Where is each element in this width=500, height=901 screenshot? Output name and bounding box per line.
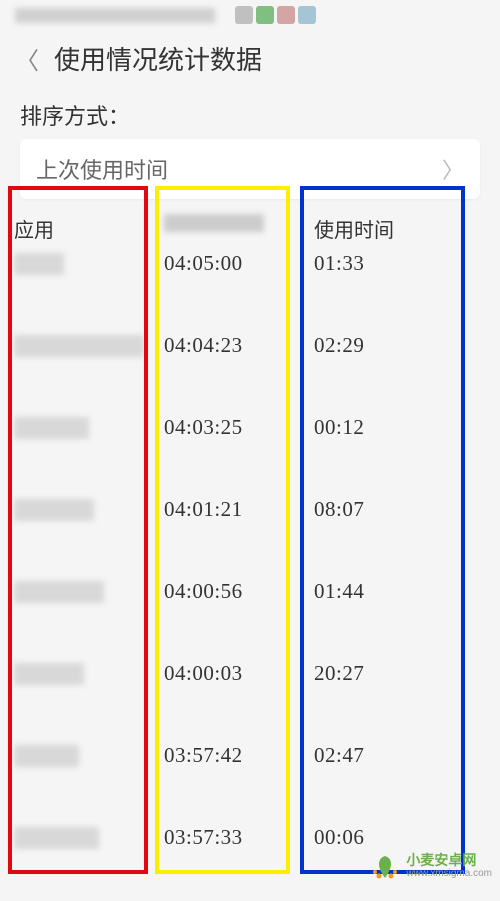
table-header-row: 应用 使用时间 — [6, 212, 494, 245]
table-row[interactable]: 03:57:42 02:47 — [6, 737, 494, 819]
table-row[interactable]: 04:05:00 01:33 — [6, 245, 494, 327]
header-app: 应用 — [14, 220, 54, 242]
usage-duration: 20:27 — [314, 661, 364, 685]
table-row[interactable]: 04:01:21 08:07 — [6, 491, 494, 573]
app-name-blur — [14, 663, 84, 685]
status-icon — [298, 6, 316, 24]
usage-duration: 01:44 — [314, 579, 364, 603]
usage-duration: 02:47 — [314, 743, 364, 767]
sort-label: 排序方式： — [20, 99, 480, 131]
status-bar — [0, 0, 500, 30]
status-icon — [277, 6, 295, 24]
sort-section: 排序方式： 上次使用时间 〉 — [0, 87, 500, 204]
status-icon — [235, 6, 253, 24]
app-name-blur — [14, 827, 99, 849]
sort-value: 上次使用时间 — [36, 153, 168, 185]
last-used-time: 04:03:25 — [164, 415, 243, 439]
chevron-right-icon: 〉 — [442, 153, 464, 185]
watermark-text: 小麦安卓网 www.xmsigma.com — [406, 853, 492, 879]
last-used-time: 03:57:42 — [164, 743, 243, 767]
status-icons — [235, 6, 316, 24]
status-icon — [256, 6, 274, 24]
table-row[interactable]: 04:00:56 01:44 — [6, 573, 494, 655]
usage-duration: 08:07 — [314, 497, 364, 521]
app-name-blur — [14, 253, 64, 275]
last-used-time: 04:04:23 — [164, 333, 243, 357]
header-col2-blur — [164, 214, 264, 232]
last-used-time: 04:00:56 — [164, 579, 243, 603]
page-title: 使用情况统计数据 — [54, 40, 262, 77]
status-blur-left — [15, 8, 215, 23]
app-name-blur — [14, 417, 89, 439]
app-name-blur — [14, 499, 94, 521]
app-name-blur — [14, 745, 79, 767]
sort-dropdown[interactable]: 上次使用时间 〉 — [20, 139, 480, 199]
usage-duration: 01:33 — [314, 251, 364, 275]
last-used-time: 04:00:03 — [164, 661, 243, 685]
header-duration: 使用时间 — [314, 220, 394, 242]
table-row[interactable]: 04:03:25 00:12 — [6, 409, 494, 491]
usage-table: 应用 使用时间 04:05:00 01:33 04:04:23 02:29 04:03:… — [0, 204, 500, 901]
watermark-url: www.xmsigma.com — [406, 868, 492, 879]
table-row[interactable]: 04:00:03 20:27 — [6, 655, 494, 737]
last-used-time: 04:05:00 — [164, 251, 243, 275]
app-name-blur — [14, 335, 144, 357]
usage-duration: 00:06 — [314, 825, 364, 849]
table-row[interactable]: 04:04:23 02:29 — [6, 327, 494, 409]
last-used-time: 03:57:33 — [164, 825, 243, 849]
watermark: 小麦安卓网 www.xmsigma.com — [369, 850, 492, 882]
watermark-title: 小麦安卓网 — [406, 853, 492, 868]
usage-duration: 00:12 — [314, 415, 364, 439]
watermark-logo-icon — [369, 850, 401, 882]
last-used-time: 04:01:21 — [164, 497, 243, 521]
app-name-blur — [14, 581, 104, 603]
back-icon[interactable]: 〈 — [15, 41, 39, 76]
page-header: 〈 使用情况统计数据 — [0, 30, 500, 87]
usage-duration: 02:29 — [314, 333, 364, 357]
